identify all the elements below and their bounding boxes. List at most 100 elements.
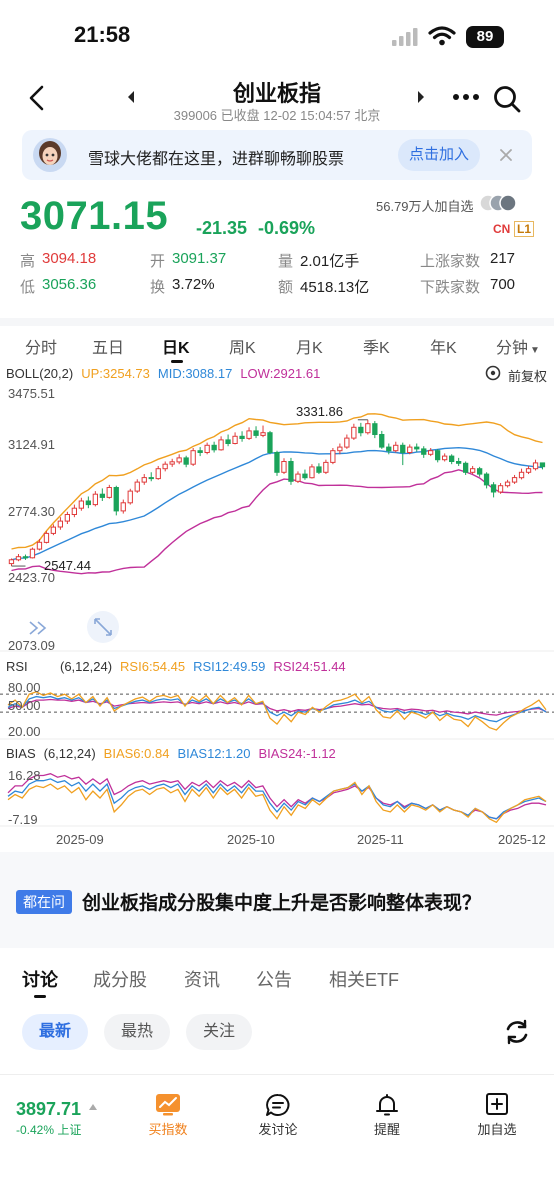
candle-body	[456, 461, 462, 464]
shanghai-index-price[interactable]: 3897.71	[16, 1099, 82, 1119]
bias-params: (6,12,24)	[43, 746, 96, 761]
candle-body	[323, 461, 329, 473]
post-discussion-button[interactable]: 发讨论	[238, 1093, 318, 1138]
tab-quarterly-k[interactable]: 季K	[363, 340, 390, 357]
filter-following[interactable]: 关注	[186, 1014, 252, 1050]
candle-body	[169, 461, 175, 465]
boll-up-label: UP:3254.73	[81, 366, 150, 381]
turnover-label: 换	[150, 279, 166, 296]
add-watchlist-button[interactable]: 加自选	[457, 1093, 537, 1138]
rehab-settings-icon[interactable]	[484, 364, 502, 382]
candle-body	[99, 493, 105, 498]
shanghai-index-change: -0.42% 上证	[16, 1123, 82, 1137]
candle-body	[267, 432, 273, 453]
refresh-icon[interactable]	[503, 1018, 531, 1046]
rehab-label[interactable]: 前复权	[508, 369, 548, 384]
candle-body	[204, 444, 210, 454]
tab-monthly-k[interactable]: 月K	[296, 340, 323, 357]
tab-news[interactable]: 资讯	[184, 970, 220, 990]
candle-body	[190, 450, 196, 465]
more-icon[interactable]	[452, 92, 480, 102]
candle-body	[22, 556, 29, 559]
candle-body	[358, 426, 364, 434]
bell-icon	[376, 1094, 398, 1116]
market-badge: CN	[493, 222, 511, 236]
tab-discussion[interactable]: 讨论	[22, 970, 58, 990]
candle-body	[442, 455, 448, 461]
watcher-avatars[interactable]	[478, 193, 520, 213]
rsi24-line	[7, 698, 547, 716]
candle-body	[78, 500, 84, 509]
bias6-label: BIAS6:0.84	[103, 746, 170, 761]
candle-body	[218, 439, 224, 451]
filter-latest[interactable]: 最新	[22, 1014, 88, 1050]
candle-body	[183, 457, 189, 465]
avatar	[33, 138, 67, 172]
group-chat-banner[interactable]: 雪球大佬都在这里，进群聊畅聊股票 点击加入	[22, 130, 532, 180]
trend-chart-icon	[156, 1094, 180, 1116]
open-label: 开	[150, 253, 166, 270]
bottom-toolbar: 3897.71 -0.42% 上证 买指数 发讨论 提醒 加自选	[0, 1074, 554, 1200]
next-index-icon[interactable]	[416, 90, 426, 104]
high-value: 3094.18	[42, 250, 97, 267]
candle-body	[428, 450, 434, 455]
rsi24-label: RSI24:51.44	[273, 659, 346, 674]
low-label: 低	[20, 279, 36, 296]
tab-announcements[interactable]: 公告	[256, 970, 292, 990]
buy-index-button[interactable]: 买指数	[128, 1093, 208, 1138]
status-bar: 21:58 89	[0, 0, 554, 72]
alert-label: 提醒	[373, 1122, 400, 1137]
candle-body	[330, 450, 336, 463]
alert-button[interactable]: 提醒	[347, 1093, 427, 1138]
bias-axis-label: 16.28	[8, 768, 41, 783]
up-count-label: 上涨家数	[420, 253, 481, 270]
candle-body	[372, 423, 378, 435]
candle-body	[274, 452, 280, 473]
chart-expand-icon[interactable]	[86, 610, 120, 644]
period-tabs: 分时 五日 日K 周K 月K 季K 年K 分钟 ▼	[0, 318, 554, 363]
candle-body	[106, 487, 112, 498]
x-axis-label: 2025-09	[56, 832, 104, 847]
tab-weekly-k[interactable]: 周K	[229, 340, 256, 357]
tab-five-day[interactable]: 五日	[92, 340, 125, 357]
chart-scroll-left-icon[interactable]	[26, 620, 52, 636]
candle-body	[50, 526, 57, 534]
amount-value: 4518.13亿	[300, 279, 370, 296]
x-axis-label: 2025-11	[357, 832, 404, 847]
candle-body	[449, 455, 455, 462]
price-axis-label: 2774.30	[8, 504, 55, 519]
candle-body	[309, 466, 315, 479]
tab-minute[interactable]: 分钟 ▼	[496, 334, 540, 358]
turnover-value: 3.72%	[172, 276, 215, 293]
tab-yearly-k[interactable]: 年K	[430, 340, 457, 357]
rsi-axis-label: 80.00	[8, 680, 41, 695]
amount-label: 额	[278, 279, 294, 296]
candle-body	[525, 468, 532, 473]
filter-hot[interactable]: 最热	[104, 1014, 170, 1050]
question-text[interactable]: 创业板指成分股集中度上升是否影响整体表现？	[82, 893, 482, 914]
candle-body	[414, 446, 420, 450]
high-label: 高	[20, 253, 36, 270]
tab-intraday[interactable]: 分时	[25, 340, 58, 357]
kline-chart[interactable]: BOLL(20,2) UP:3254.73 MID:3088.17 LOW:29…	[0, 358, 554, 850]
cellular-signal-icon	[392, 28, 418, 46]
candle-body	[539, 462, 546, 468]
search-icon[interactable]	[492, 84, 522, 114]
tab-daily-k[interactable]: 日K	[162, 340, 190, 357]
price-axis-label: 2073.09	[8, 638, 55, 653]
candle-body	[477, 468, 483, 475]
tab-constituents[interactable]: 成分股	[93, 970, 147, 990]
battery-indicator: 89	[466, 26, 504, 48]
rsi6-label: RSI6:54.45	[120, 659, 186, 674]
high-annotation: 3331.86	[296, 404, 343, 419]
prev-index-icon[interactable]	[126, 90, 136, 104]
hot-question[interactable]: 都在问 创业板指成分股集中度上升是否影响整体表现？	[0, 852, 554, 948]
close-icon[interactable]	[499, 148, 513, 162]
candle-body	[155, 468, 161, 480]
back-arrow-icon[interactable]	[26, 84, 48, 112]
price-axis-label: 2423.70	[8, 570, 55, 585]
tab-related-etf[interactable]: 相关ETF	[329, 970, 399, 990]
candle-body	[225, 439, 231, 445]
add-watchlist-label: 加自选	[477, 1122, 517, 1137]
join-button[interactable]: 点击加入	[398, 139, 480, 171]
